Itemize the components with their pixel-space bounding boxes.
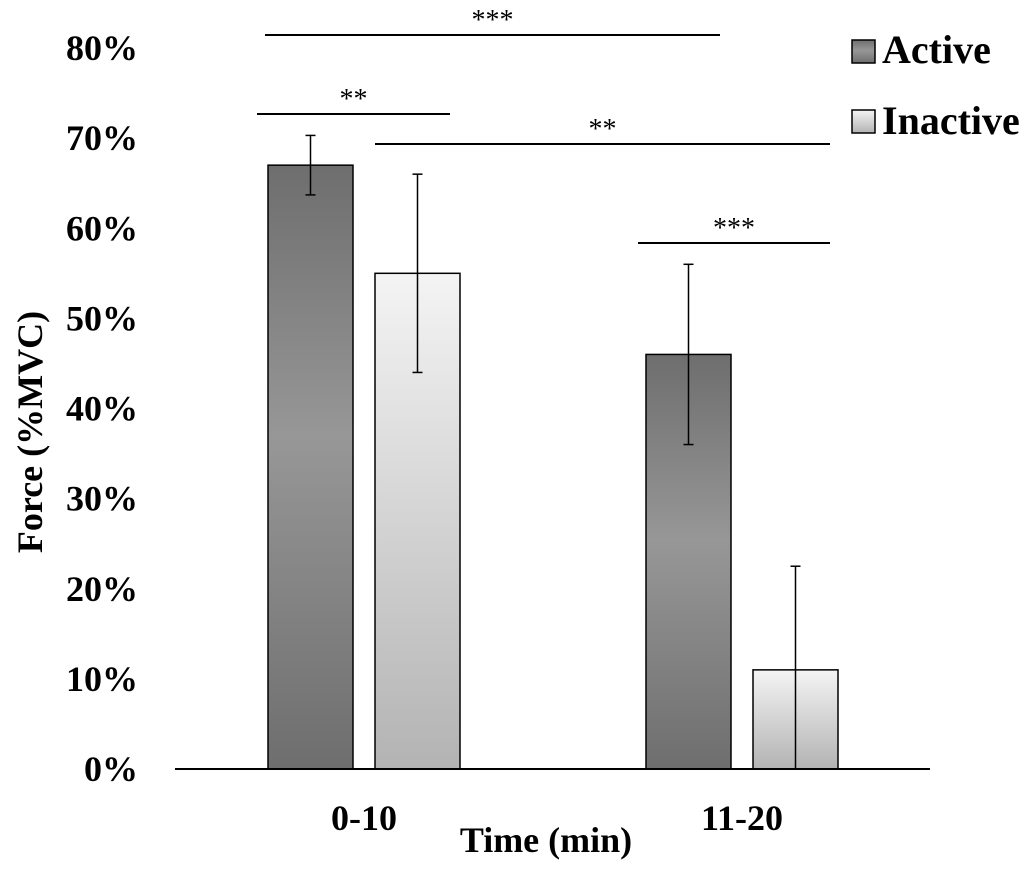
bar-active-0-10 [267, 164, 354, 770]
y-axis-ticks: 0% 10% 20% 30% 40% 50% 60% 70% 80% [66, 28, 138, 789]
legend: Active Inactive [851, 27, 1020, 143]
y-tick-label: 20% [66, 569, 138, 609]
significance-label: *** [713, 213, 755, 244]
y-tick-label: 60% [66, 208, 138, 248]
error-bar-inactive-0-10 [412, 173, 423, 374]
bars-group [267, 164, 839, 770]
y-tick-label: 0% [84, 749, 138, 789]
significance-bracket: *** [638, 213, 830, 244]
legend-item-active: Active [851, 27, 991, 72]
x-axis-title: Time (min) [460, 820, 632, 860]
legend-swatch [851, 109, 876, 134]
error-bar-active-11-20 [683, 263, 694, 446]
legend-item-inactive: Inactive [851, 98, 1020, 143]
significance-label: *** [472, 5, 514, 36]
significance-bracket: ** [257, 84, 450, 115]
error-bar-active-0-10 [305, 134, 316, 196]
significance-label: ** [589, 114, 617, 145]
legend-label: Active [882, 27, 991, 72]
legend-label: Inactive [882, 98, 1020, 143]
y-tick-label: 50% [66, 298, 138, 338]
y-tick-label: 70% [66, 118, 138, 158]
x-category-label: 11-20 [701, 798, 783, 838]
y-axis-title: Force (%MVC) [10, 311, 50, 553]
y-tick-label: 30% [66, 479, 138, 519]
significance-brackets: ********** [257, 5, 830, 244]
y-tick-label: 10% [66, 659, 138, 699]
legend-swatch [851, 39, 876, 64]
x-category-label: 0-10 [331, 798, 397, 838]
significance-bracket: ** [375, 114, 830, 145]
y-tick-label: 40% [66, 389, 138, 429]
significance-bracket: *** [265, 5, 720, 36]
x-axis-categories: 0-10 11-20 [331, 798, 783, 838]
y-tick-label: 80% [66, 28, 138, 68]
significance-label: ** [340, 84, 368, 115]
error-bars-group [305, 134, 801, 769]
error-bar-inactive-11-20 [790, 565, 801, 769]
